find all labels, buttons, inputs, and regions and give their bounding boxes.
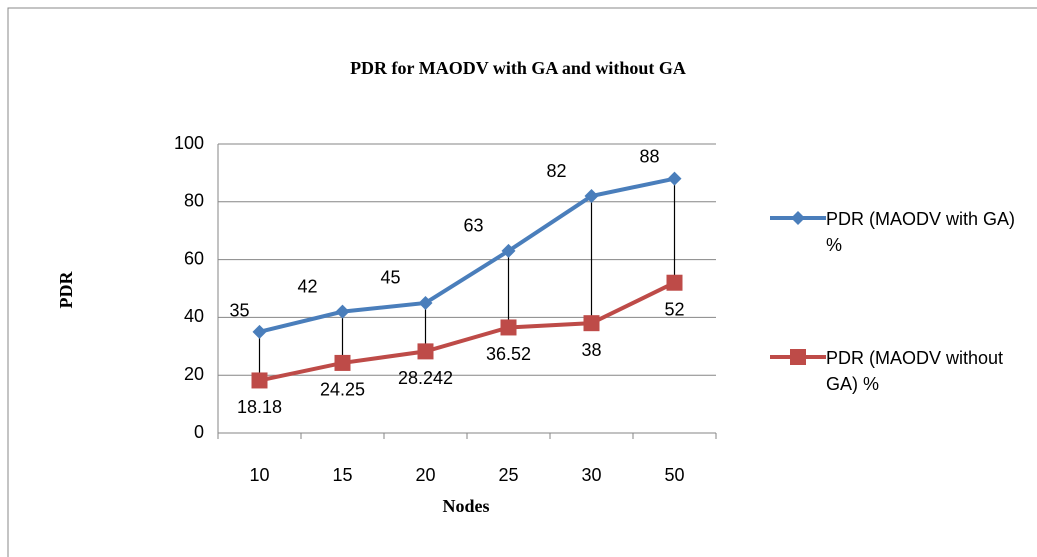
- point: [418, 295, 433, 310]
- y-tick-label: 40: [184, 306, 204, 326]
- y-tick-label: 100: [174, 133, 204, 153]
- data-label: 63: [463, 216, 483, 236]
- data-label: 52: [664, 299, 684, 319]
- x-tick-label: 10: [249, 465, 269, 485]
- point: [583, 315, 600, 332]
- point: [500, 319, 517, 336]
- x-tick-label: 20: [415, 465, 435, 485]
- point: [667, 171, 682, 186]
- data-label: 24.25: [320, 380, 365, 400]
- point: [251, 372, 268, 389]
- legend-label: PDR (MAODV without GA) %: [826, 348, 1004, 394]
- data-label: 38: [581, 340, 601, 360]
- y-tick-label: 80: [184, 191, 204, 211]
- point: [501, 243, 516, 258]
- data-label: 18.18: [237, 397, 282, 417]
- data-label: 35: [229, 301, 249, 321]
- chart-title: PDR for MAODV with GA and without GA: [350, 58, 686, 78]
- data-label: 42: [297, 276, 317, 296]
- legend-label: PDR (MAODV with GA) %: [826, 209, 1016, 255]
- point: [335, 304, 350, 319]
- series-line: [259, 280, 676, 383]
- y-tick-label: 60: [184, 248, 204, 268]
- point: [666, 274, 683, 291]
- point: [252, 324, 267, 339]
- point: [791, 211, 805, 225]
- point: [334, 354, 351, 371]
- x-tick-label: 50: [664, 465, 684, 485]
- data-label: 45: [380, 268, 400, 288]
- x-tick-label: 25: [498, 465, 518, 485]
- y-tick-label: 0: [194, 422, 204, 442]
- data-label: 36.52: [486, 344, 531, 364]
- y-tick-label: 20: [184, 364, 204, 384]
- point: [790, 349, 806, 365]
- x-tick-label: 30: [581, 465, 601, 485]
- series-line: [259, 176, 675, 334]
- data-label: 88: [639, 146, 659, 166]
- data-label: 82: [546, 161, 566, 181]
- point: [584, 189, 599, 204]
- x-tick-label: 15: [332, 465, 352, 485]
- point: [417, 343, 434, 360]
- y-axis-label: PDR: [56, 271, 76, 309]
- data-label: 28.242: [398, 368, 453, 388]
- chart-frame: [7, 7, 1037, 557]
- x-axis-label: Nodes: [442, 496, 489, 516]
